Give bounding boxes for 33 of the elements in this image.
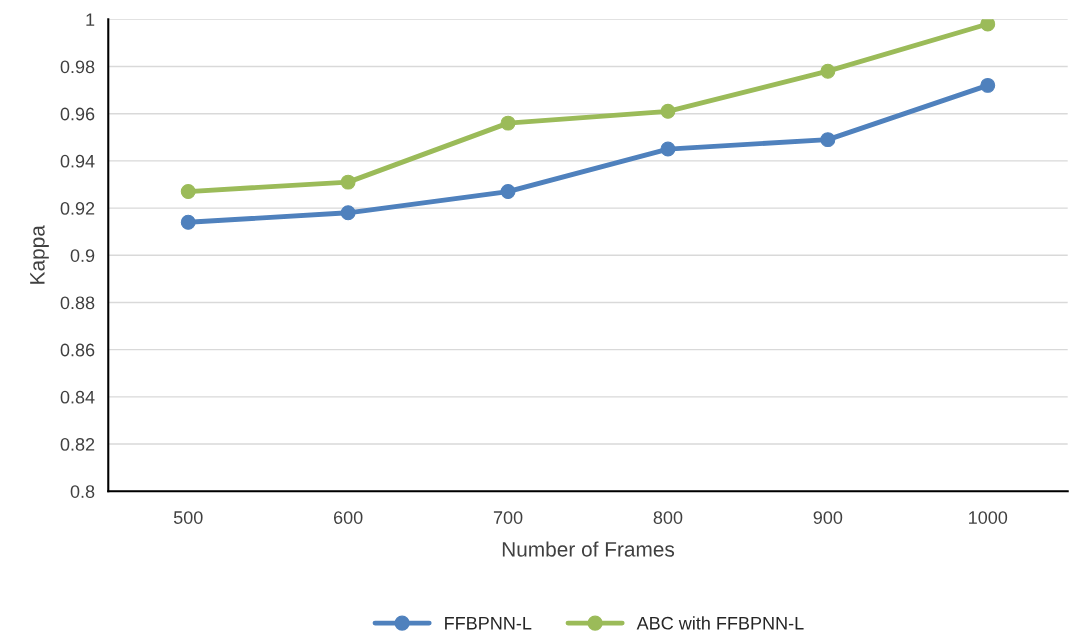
- x-tick-label: 900: [813, 511, 843, 524]
- y-tick-label: 0.8: [70, 485, 95, 498]
- point: [660, 141, 676, 157]
- y-tick-label: 0.9: [70, 249, 95, 262]
- point: [980, 77, 996, 93]
- point: [180, 214, 196, 230]
- y-tick-label: 1: [86, 13, 95, 26]
- point: [660, 103, 676, 119]
- point: [180, 184, 196, 200]
- legend-label: FFBPNN-L: [445, 617, 532, 630]
- y-tick-label: 0.82: [60, 437, 95, 451]
- y-tick-label: 0.92: [60, 202, 95, 215]
- x-axis-title: Number of Frames: [502, 541, 675, 557]
- x-tick-label: 500: [173, 511, 203, 524]
- legend-label: ABC with FFBPNN-L: [636, 616, 804, 630]
- y-tick-label: 0.88: [60, 296, 95, 310]
- x-tick-label: 1000: [969, 511, 1008, 524]
- point: [340, 174, 356, 190]
- point: [340, 205, 356, 221]
- point: [500, 184, 516, 200]
- y-tick-label: 0.84: [60, 390, 95, 404]
- point: [820, 63, 836, 79]
- y-tick-label: 0.86: [60, 343, 95, 357]
- x-tick-label: 600: [333, 511, 363, 524]
- y-tick-label: 0.94: [60, 154, 95, 168]
- y-tick-label: 0.98: [60, 60, 95, 74]
- y-axis-title: Kappa: [30, 225, 49, 284]
- point: [820, 132, 836, 148]
- x-tick-label: 800: [653, 511, 683, 524]
- x-tick-label: 700: [493, 511, 523, 524]
- point: [500, 115, 516, 131]
- point: [980, 19, 996, 32]
- y-tick-label: 0.96: [60, 107, 95, 121]
